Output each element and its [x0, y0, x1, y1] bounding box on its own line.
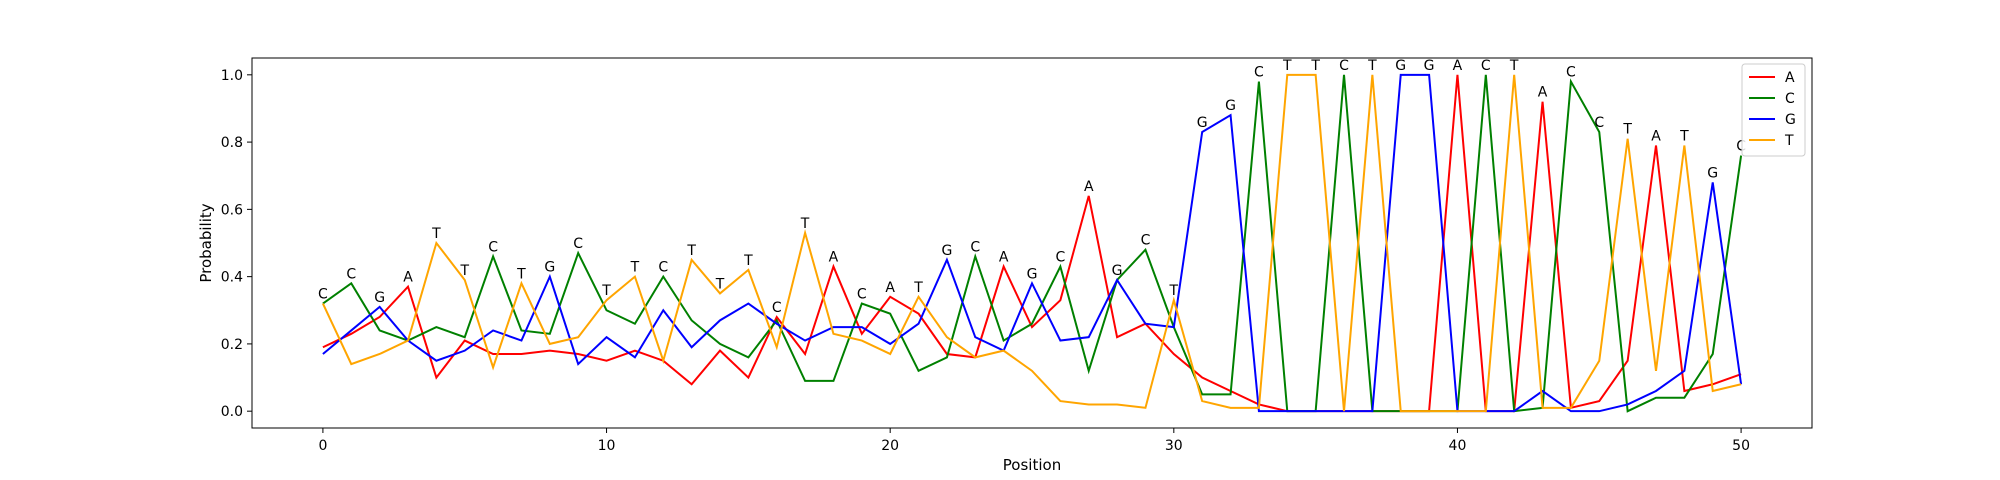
peak-label: A [999, 250, 1009, 266]
peak-label: T [1367, 58, 1377, 74]
peak-label: C [857, 287, 867, 303]
peak-label: T [459, 263, 469, 279]
peak-label: C [488, 239, 498, 255]
x-tick-label: 50 [1732, 438, 1750, 454]
peak-label: T [601, 283, 611, 299]
peak-label: G [544, 260, 555, 276]
peak-label: C [1055, 250, 1065, 266]
peak-label: C [1339, 58, 1349, 74]
peak-label: T [743, 253, 753, 269]
x-tick-label: 40 [1449, 438, 1467, 454]
peak-label: T [1622, 122, 1632, 138]
legend-label-c: C [1785, 91, 1795, 107]
peak-label: A [885, 280, 895, 296]
peak-label: G [374, 290, 385, 306]
peak-label: C [573, 236, 583, 252]
peak-label: C [1566, 65, 1576, 81]
peak-label: G [941, 243, 952, 259]
peak-label: G [1424, 58, 1435, 74]
peak-label: C [1141, 233, 1151, 249]
peak-label: G [1395, 58, 1406, 74]
peak-label: T [1679, 128, 1689, 144]
peak-label: T [686, 243, 696, 259]
peak-label: T [800, 216, 810, 232]
y-tick-label: 0.4 [221, 270, 243, 286]
peak-label: G [1225, 98, 1236, 114]
peak-label: C [1481, 58, 1491, 74]
peak-label: C [970, 239, 980, 255]
peak-label: A [1538, 85, 1548, 101]
peak-label: G [1197, 115, 1208, 131]
y-tick-label: 1.0 [221, 68, 243, 84]
peak-label: T [630, 260, 640, 276]
peak-label: T [715, 276, 725, 292]
y-tick-label: 0.2 [221, 337, 243, 353]
peak-label: A [1453, 58, 1463, 74]
series-line-g [322, 73, 1743, 413]
legend-label-t: T [1784, 133, 1794, 149]
peak-label: A [829, 250, 839, 266]
peak-labels: C C G A T T C T G C T T C T T T C T A C A T G C A G C A G C T G G C T T C T G G… [318, 58, 1746, 316]
y-tick-label: 0.0 [221, 404, 243, 420]
series-lines [322, 73, 1743, 413]
peak-label: T [516, 266, 526, 282]
y-axis-label: Probability [197, 203, 215, 282]
peak-label: T [1282, 58, 1292, 74]
plot-frame [251, 57, 1813, 429]
series-line-t [322, 73, 1742, 413]
peak-label: A [403, 270, 413, 286]
peak-label: T [431, 226, 441, 242]
peak-label: C [318, 287, 328, 303]
peak-label: G [1112, 263, 1123, 279]
peak-label: C [658, 260, 668, 276]
y-axis-ticks: 0.0 0.2 0.4 0.6 0.8 1.0 [221, 68, 252, 420]
x-tick-label: 30 [1165, 438, 1183, 454]
x-axis-label: Position [1003, 456, 1061, 474]
peak-label: G [1707, 165, 1718, 181]
peak-label: G [1027, 266, 1038, 282]
legend-label-a: A [1785, 70, 1795, 86]
y-tick-label: 0.8 [221, 135, 243, 151]
legend-box [1741, 63, 1806, 157]
peak-label: C [1594, 115, 1604, 131]
x-axis-ticks: 0 10 20 30 40 50 [318, 428, 1750, 454]
peak-label: C [1254, 65, 1264, 81]
x-tick-label: 20 [881, 438, 899, 454]
peak-label: A [1651, 128, 1661, 144]
peak-label: T [1169, 283, 1179, 299]
peak-label: C [1736, 139, 1746, 155]
y-tick-label: 0.6 [221, 202, 243, 218]
peak-label: T [1509, 58, 1519, 74]
peak-label: T [913, 280, 923, 296]
x-tick-label: 0 [318, 438, 327, 454]
peak-label: C [772, 300, 782, 316]
peak-label: T [1310, 58, 1320, 74]
peak-label: A [1084, 179, 1094, 195]
peak-label: C [346, 266, 356, 282]
x-tick-label: 10 [598, 438, 616, 454]
legend-label-g: G [1785, 112, 1796, 128]
